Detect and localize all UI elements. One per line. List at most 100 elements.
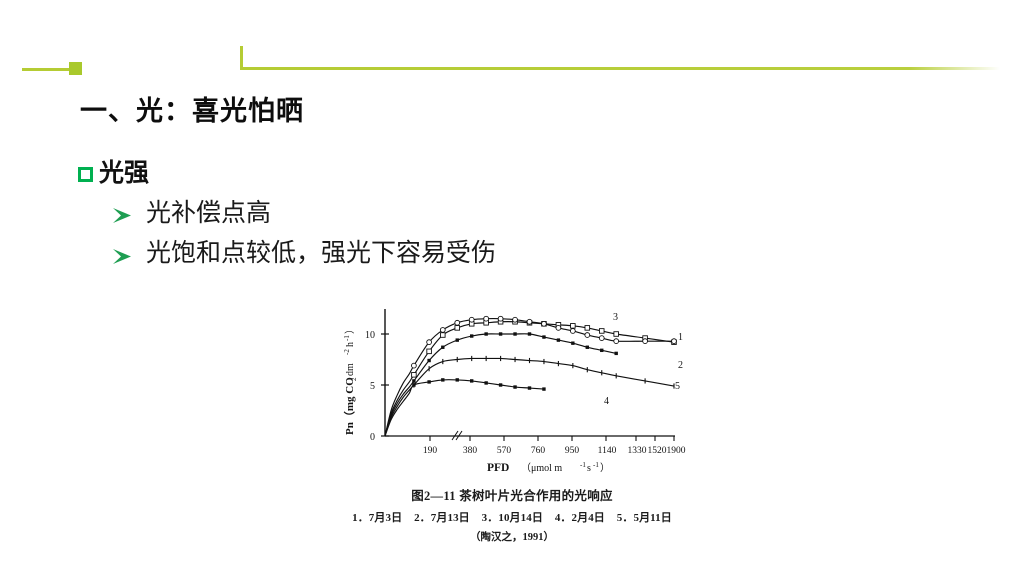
data-point-marker [484, 381, 488, 385]
data-point-marker [454, 325, 460, 331]
y-axis-close: ） [344, 324, 356, 334]
data-point-marker [441, 378, 445, 382]
x-tick-380: 380 [463, 446, 478, 456]
header-rule-vertical [240, 46, 243, 70]
y-axis-sup2: -1 [343, 335, 351, 341]
data-point-marker [527, 386, 532, 390]
x-tick-570: 570 [497, 446, 512, 456]
x-tick-760: 760 [531, 446, 546, 456]
data-point-marker [426, 339, 432, 346]
data-point-marker [411, 362, 417, 369]
data-point-marker [513, 332, 517, 336]
bullet-level2-1: 光补偿点高 [112, 200, 938, 229]
x-axis-unit-close: ） [600, 462, 610, 474]
data-point-marker [541, 320, 547, 327]
data-point-marker [671, 338, 677, 344]
data-point-marker [542, 335, 546, 339]
bullet-level2-2: 光饱和点较低，强光下容易受伤 [112, 240, 938, 269]
figure-block: 0 5 10 190 380 570 760 950 1140 1330 1 5 2… [337, 303, 687, 544]
square-bullet-icon [78, 167, 93, 183]
y-axis-label: Pn（mg CO 2 dm -2 h -1 ） [343, 324, 358, 435]
data-point-marker [527, 332, 532, 336]
header-decoration [0, 0, 1024, 90]
data-point-marker [484, 332, 488, 336]
data-point-marker [542, 387, 546, 391]
data-point-marker [412, 379, 416, 383]
series-line [384, 357, 675, 437]
data-point-marker [440, 332, 446, 338]
bullet-level2-label: 光饱和点较低，强光下容易受伤 [146, 240, 497, 268]
series-line [384, 317, 674, 437]
data-point-marker [571, 341, 575, 345]
bullet-list: 光强 光补偿点高 光饱和点较低，强光下容易受伤 [78, 159, 938, 281]
y-axis-mid: h [345, 342, 356, 347]
data-point-marker [498, 383, 503, 387]
x-axis-sup2: -1 [593, 461, 599, 469]
data-point-marker [642, 338, 648, 344]
legend-item-4: 4．2月4日 [554, 512, 605, 524]
data-point-marker [441, 345, 445, 349]
y-axis-rest: dm [345, 363, 356, 376]
x-tick-190: 190 [423, 446, 438, 456]
data-point-marker [470, 379, 474, 383]
arrow-bullet-icon [112, 248, 132, 265]
data-point-marker [600, 348, 604, 353]
x-tick-950: 950 [565, 446, 580, 456]
curve-label-1: 1 [678, 332, 683, 343]
data-point-marker [454, 319, 461, 326]
x-tick-1330: 1330 [628, 446, 647, 456]
data-point-marker [614, 351, 618, 356]
data-point-marker [526, 318, 533, 325]
arrow-bullet-icon [112, 207, 132, 224]
bullet-level1: 光强 [78, 159, 938, 188]
x-tick-1900: 1900 [667, 446, 686, 456]
page-title: 一、光：喜光怕晒 [80, 96, 304, 126]
y-axis-sub: 2 [350, 377, 358, 381]
data-point-marker [427, 358, 431, 363]
figure-source: （陶汉之，1991） [470, 532, 554, 543]
legend-item-5: 5．5月11日 [616, 512, 672, 524]
x-axis-mid: s [587, 463, 591, 474]
legend-item-1: 1．7月3日 [352, 512, 403, 524]
data-point-marker [584, 325, 591, 331]
header-rule-left [22, 68, 74, 71]
series-line [384, 321, 675, 437]
data-point-marker [439, 327, 446, 333]
legend-item-3: 3．10月14日 [481, 512, 543, 524]
y-tick-10: 10 [365, 330, 375, 341]
data-point-marker [468, 316, 475, 323]
figure-legend: 1．7月3日 2．7月13日 3．10月14日 4．2月4日 5．5月11日 [337, 509, 687, 525]
data-point-marker [455, 338, 459, 342]
data-point-marker [455, 378, 459, 382]
x-axis-unit-open: （μmol m [521, 462, 562, 474]
y-axis-sup1: -2 [343, 349, 351, 355]
series-1 [384, 319, 677, 437]
curve-label-2: 2 [678, 360, 683, 371]
data-point-marker [599, 328, 605, 334]
data-point-marker [556, 338, 561, 342]
curve-label-5: 5 [675, 381, 680, 392]
legend-item-2: 2．7月13日 [414, 512, 470, 524]
data-point-marker [426, 348, 432, 355]
data-point-marker [483, 315, 490, 322]
series-2 [384, 315, 677, 437]
curve-label-3: 3 [613, 312, 618, 323]
data-point-marker [555, 325, 562, 331]
data-point-marker [570, 323, 576, 329]
series-5 [384, 355, 675, 437]
x-tick-1140: 1140 [598, 446, 617, 456]
y-tick-5: 5 [370, 381, 375, 392]
x-axis-label: PFD （μmol m -1 s -1 ） [487, 461, 610, 474]
data-point-marker [613, 338, 620, 344]
data-point-marker [570, 328, 576, 334]
curve-label-4: 4 [604, 396, 609, 407]
figure-title: 图2—11 茶树叶片光合作用的光响应 [411, 489, 613, 503]
x-axis-sup1: -1 [580, 461, 586, 469]
data-point-marker [513, 385, 517, 389]
data-point-marker [584, 332, 591, 338]
curve-layer [384, 315, 677, 437]
header-accent-square [69, 62, 82, 75]
y-tick-0: 0 [370, 432, 375, 443]
data-point-marker [470, 334, 474, 338]
x-axis-label-text: PFD [487, 462, 509, 474]
